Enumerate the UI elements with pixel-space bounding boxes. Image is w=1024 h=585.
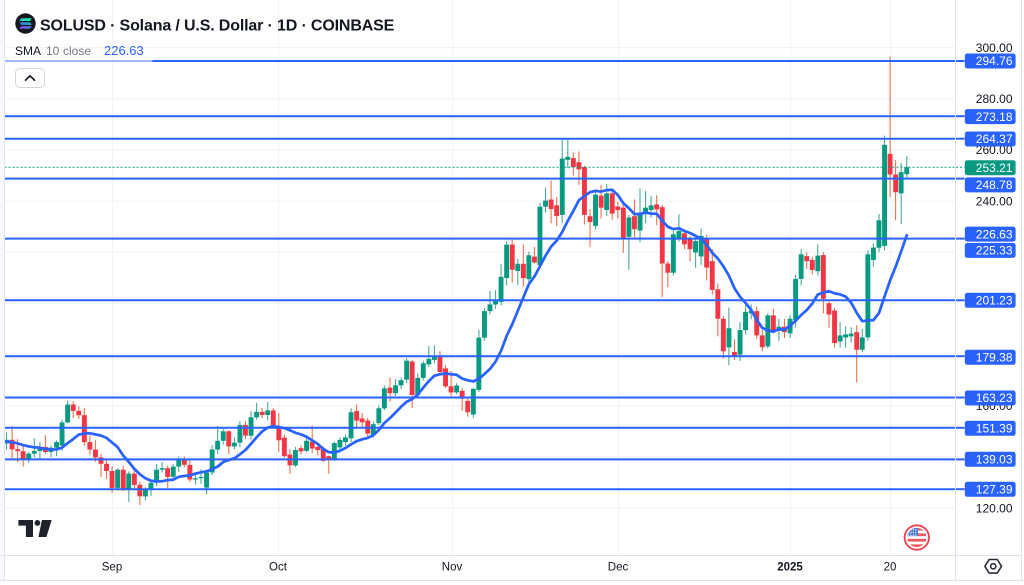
svg-text:139.03: 139.03	[976, 453, 1013, 467]
svg-text:151.39: 151.39	[976, 422, 1013, 436]
svg-text:201.23: 201.23	[976, 294, 1013, 308]
svg-text:226.63: 226.63	[976, 227, 1013, 241]
svg-text:SOLUSD · Solana / U.S. Dollar: SOLUSD · Solana / U.S. Dollar · 1D · COI…	[40, 18, 395, 35]
svg-text:Nov: Nov	[442, 562, 463, 574]
svg-text:300.00: 300.00	[976, 41, 1013, 55]
svg-text:179.38: 179.38	[976, 351, 1013, 365]
svg-text:2025: 2025	[777, 562, 803, 574]
svg-text:225.33: 225.33	[976, 244, 1013, 258]
svg-text:Dec: Dec	[608, 562, 629, 574]
svg-text:273.18: 273.18	[976, 110, 1013, 124]
svg-text:260.00: 260.00	[976, 143, 1013, 157]
svg-text:127.39: 127.39	[976, 483, 1013, 497]
svg-text:248.78: 248.78	[976, 178, 1013, 192]
svg-text:120.00: 120.00	[976, 501, 1013, 515]
svg-text:240.00: 240.00	[976, 194, 1013, 208]
svg-text:280.00: 280.00	[976, 92, 1013, 106]
svg-text:163.23: 163.23	[976, 391, 1013, 405]
svg-text:Sep: Sep	[102, 562, 122, 574]
svg-text:Oct: Oct	[269, 562, 288, 574]
svg-text:20: 20	[884, 562, 897, 574]
svg-text:253.21: 253.21	[976, 161, 1013, 175]
svg-text:264.37: 264.37	[976, 132, 1013, 146]
svg-text:294.76: 294.76	[976, 54, 1013, 68]
